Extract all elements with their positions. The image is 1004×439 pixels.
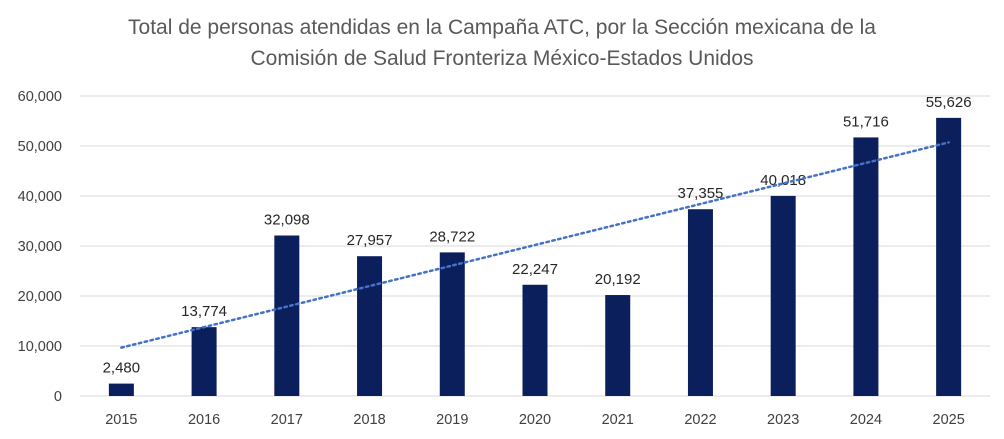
x-tick-label: 2017	[271, 412, 303, 428]
data-label: 37,355	[678, 185, 724, 202]
x-tick-label: 2021	[602, 412, 634, 428]
x-tick-label: 2023	[767, 412, 799, 428]
bar	[439, 252, 465, 396]
y-tick-label: 30,000	[18, 239, 62, 255]
y-tick-label: 20,000	[18, 289, 62, 305]
x-tick-label: 2019	[436, 412, 468, 428]
data-label: 20,192	[595, 271, 641, 288]
data-label: 55,626	[926, 94, 972, 111]
y-tick-label: 10,000	[18, 339, 62, 355]
chart-title-line-2: Comisión de Salud Fronteriza México-Esta…	[250, 47, 754, 70]
trendline	[120, 141, 950, 349]
y-tick-label: 40,000	[18, 189, 62, 205]
x-tick-label: 2016	[188, 412, 220, 428]
data-label: 13,774	[181, 303, 227, 320]
bar	[274, 235, 300, 396]
data-label: 2,480	[103, 360, 141, 377]
chart-title-line-1: Total de personas atendidas en la Campañ…	[128, 16, 876, 39]
chart-title: Total de personas atendidas en la Campañ…	[0, 12, 1004, 74]
x-tick-label: 2025	[933, 412, 965, 428]
bar	[357, 256, 383, 396]
y-tick-label: 60,000	[18, 89, 62, 105]
bar	[770, 195, 796, 396]
x-tick-label: 2022	[684, 412, 716, 428]
data-label: 40,018	[760, 172, 806, 189]
data-label: 32,098	[264, 212, 310, 229]
bar	[853, 137, 879, 397]
bar	[522, 284, 548, 396]
bar	[936, 117, 962, 397]
y-tick-label: 50,000	[18, 139, 62, 155]
x-tick-label: 2015	[105, 412, 137, 428]
bar	[191, 327, 217, 396]
bar	[687, 209, 713, 396]
bar	[605, 295, 631, 396]
x-tick-label: 2018	[353, 412, 385, 428]
y-tick-label: 0	[54, 389, 62, 405]
data-label: 22,247	[512, 261, 558, 278]
data-label: 51,716	[843, 113, 889, 130]
x-tick-label: 2024	[850, 412, 882, 428]
data-label: 28,722	[429, 228, 475, 245]
bar	[108, 383, 134, 396]
data-label: 27,957	[347, 232, 393, 249]
x-tick-label: 2020	[519, 412, 551, 428]
